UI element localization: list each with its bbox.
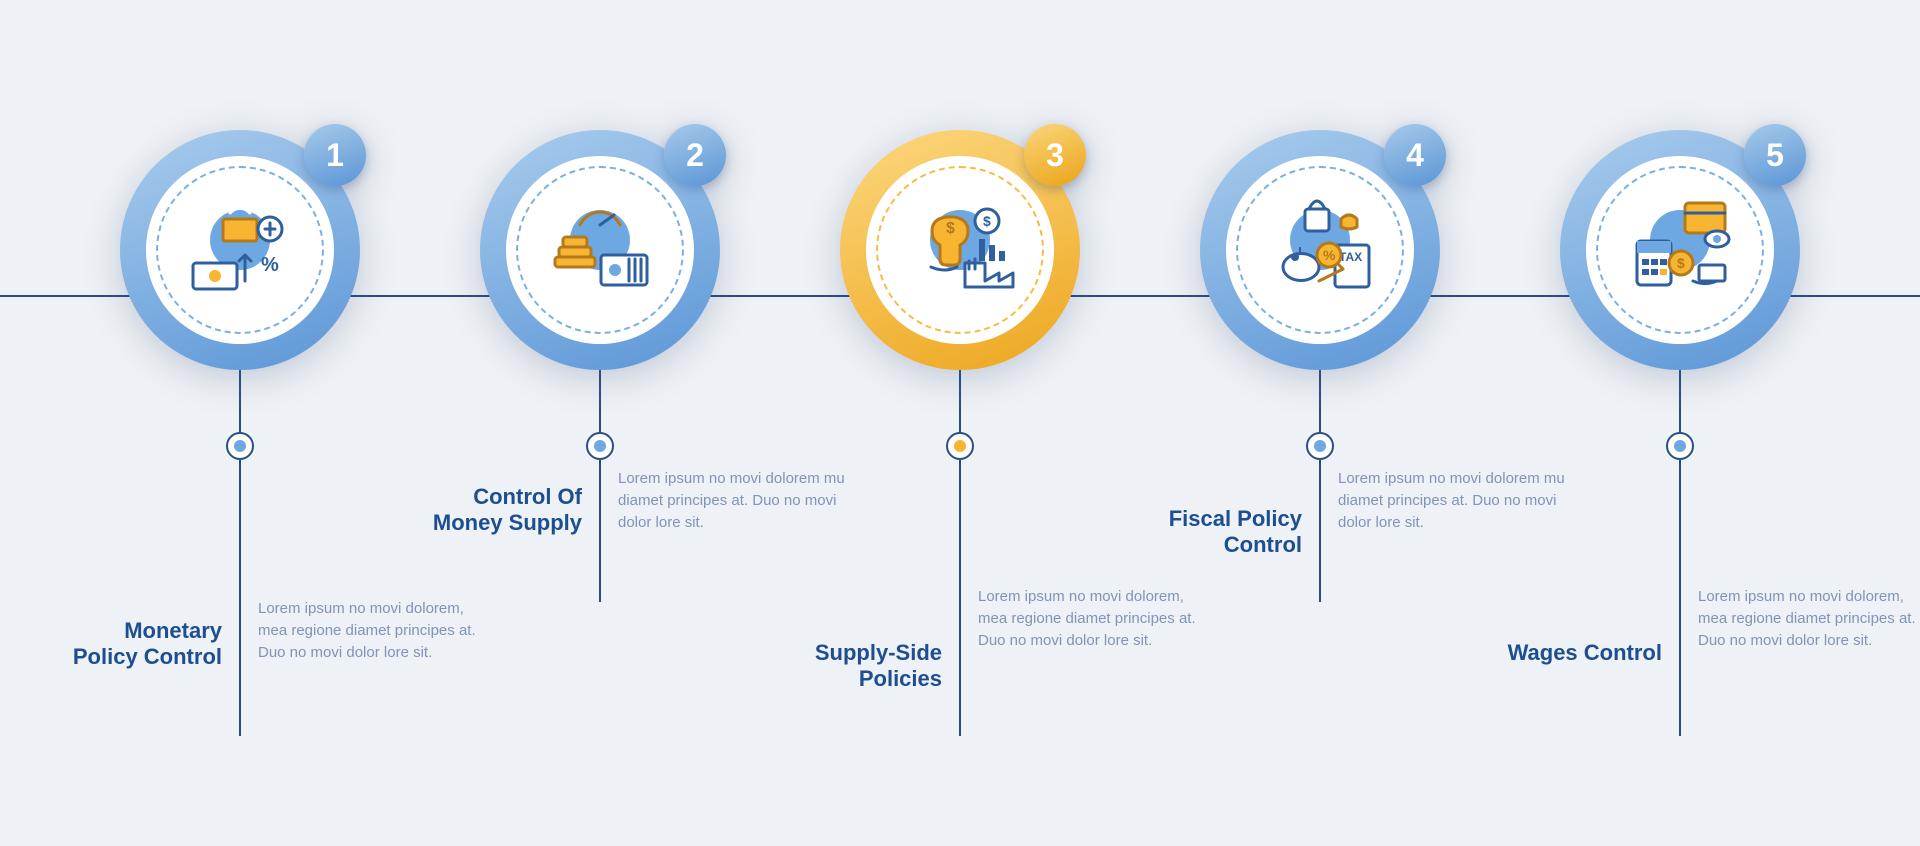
step-title: MonetaryPolicy Control — [12, 618, 222, 670]
connector-node-dot — [234, 440, 246, 452]
infographic-step: 2Control OfMoney SupplyLorem ipsum no mo… — [440, 0, 760, 846]
medallion-inner: % — [146, 156, 334, 344]
step-number-badge: 1 — [304, 124, 366, 186]
connector-stem — [239, 370, 241, 736]
connector-stem — [1679, 370, 1681, 736]
infographic-canvas: %1 MonetaryPolicy Control Lorem ipsum no m… — [0, 0, 1920, 846]
step-medallion: $5 — [1560, 130, 1800, 370]
medallion-dashed-ring — [516, 166, 684, 334]
step-medallion: %1 — [120, 130, 360, 370]
connector-node — [586, 432, 614, 460]
medallion-dashed-ring — [1236, 166, 1404, 334]
step-title: Fiscal Policy Control — [1092, 506, 1302, 558]
infographic-step: %1MonetaryPolicy ControlLorem ipsum no m… — [80, 0, 400, 846]
connector-node-dot — [1674, 440, 1686, 452]
step-number-badge: 2 — [664, 124, 726, 186]
step-number-badge: 3 — [1024, 124, 1086, 186]
medallion-dashed-ring — [156, 166, 324, 334]
medallion-inner — [506, 156, 694, 344]
infographic-step: TAX%4Fiscal Policy ControlLorem ipsum no… — [1160, 0, 1480, 846]
items-row: %1 MonetaryPolicy Control Lorem ipsum no m… — [0, 0, 1920, 846]
step-number-badge: 5 — [1744, 124, 1806, 186]
step-medallion: TAX%4 — [1200, 130, 1440, 370]
connector-node — [1666, 432, 1694, 460]
step-description: Lorem ipsum no movi dolorem, mea regione… — [1698, 586, 1920, 651]
connector-node-dot — [954, 440, 966, 452]
connector-node — [1306, 432, 1334, 460]
medallion-inner: TAX% — [1226, 156, 1414, 344]
medallion-dashed-ring — [1596, 166, 1764, 334]
infographic-step: $$3Supply-Side PoliciesLorem ipsum no mo… — [800, 0, 1120, 846]
medallion-inner: $$ — [866, 156, 1054, 344]
medallion-inner: $ — [1586, 156, 1774, 344]
connector-node-dot — [594, 440, 606, 452]
connector-stem — [599, 370, 601, 602]
connector-node — [946, 432, 974, 460]
step-medallion: $$3 — [840, 130, 1080, 370]
connector-stem — [1319, 370, 1321, 602]
step-title: Wages Control — [1452, 640, 1662, 666]
step-title: Supply-Side Policies — [732, 640, 942, 692]
step-medallion: 2 — [480, 130, 720, 370]
connector-node — [226, 432, 254, 460]
infographic-step: $5Wages ControlLorem ipsum no movi dolor… — [1520, 0, 1840, 846]
medallion-dashed-ring — [876, 166, 1044, 334]
connector-stem — [959, 370, 961, 736]
step-title: Control OfMoney Supply — [372, 484, 582, 536]
step-number-badge: 4 — [1384, 124, 1446, 186]
connector-node-dot — [1314, 440, 1326, 452]
